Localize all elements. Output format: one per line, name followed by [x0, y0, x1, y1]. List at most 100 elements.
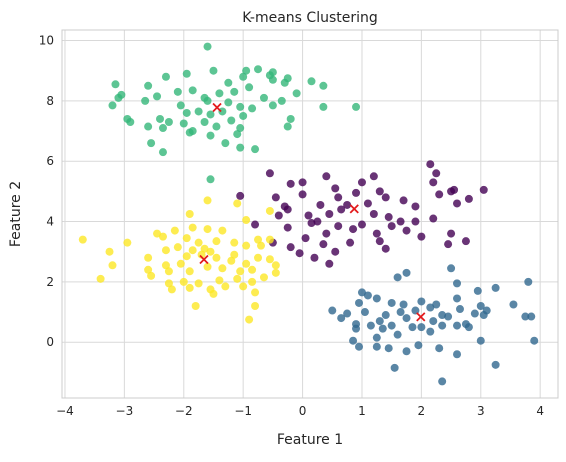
data-point — [236, 143, 245, 152]
data-point — [479, 311, 488, 320]
x-tick-label: 3 — [477, 404, 485, 418]
data-point — [461, 237, 470, 246]
data-point — [161, 246, 170, 255]
data-point — [372, 294, 381, 303]
data-point — [173, 87, 182, 96]
data-point — [209, 289, 218, 298]
data-point — [203, 196, 212, 205]
data-point — [352, 102, 361, 111]
data-point — [316, 200, 325, 209]
centroid-marker — [416, 312, 426, 322]
data-point — [265, 206, 274, 215]
tick-labels: −4 −3 −2 −1 0 1 2 3 4 0 2 4 6 8 10 — [39, 34, 544, 418]
data-point — [153, 229, 162, 238]
data-point — [447, 264, 456, 273]
y-tick-label: 2 — [46, 275, 54, 289]
y-tick-label: 6 — [46, 154, 54, 168]
data-point — [212, 253, 221, 262]
data-point — [105, 247, 114, 256]
data-point — [337, 314, 346, 323]
data-point — [194, 238, 203, 247]
data-point — [390, 363, 399, 372]
data-point — [108, 261, 117, 270]
data-point — [182, 108, 191, 117]
data-point — [259, 93, 268, 102]
data-point — [158, 232, 167, 241]
data-point — [212, 122, 221, 131]
data-point — [254, 235, 263, 244]
data-point — [355, 298, 364, 307]
data-point — [239, 111, 248, 120]
data-point — [265, 235, 274, 244]
data-point — [185, 283, 194, 292]
data-point — [408, 323, 417, 332]
data-point — [372, 342, 381, 351]
data-point — [230, 87, 239, 96]
data-point — [182, 69, 191, 78]
data-point — [161, 72, 170, 81]
data-point — [432, 300, 441, 309]
data-point — [259, 273, 268, 282]
data-point — [227, 256, 236, 265]
centroid-marker — [349, 204, 359, 214]
data-point — [530, 336, 539, 345]
data-point — [242, 241, 251, 250]
data-point — [334, 222, 343, 231]
data-point — [245, 83, 254, 92]
data-point — [319, 240, 328, 249]
data-point — [206, 110, 215, 119]
data-point — [227, 116, 236, 125]
data-point — [393, 330, 402, 339]
data-point — [331, 184, 340, 193]
data-point — [271, 268, 280, 277]
grid-lines — [62, 30, 558, 398]
data-point — [432, 169, 441, 178]
data-point — [256, 241, 265, 250]
data-point — [357, 178, 366, 187]
y-tick-label: 4 — [46, 215, 54, 229]
data-point — [283, 122, 292, 131]
data-point — [357, 288, 366, 297]
data-point — [473, 286, 482, 295]
data-point — [328, 306, 337, 315]
data-point — [78, 235, 87, 244]
data-point — [429, 214, 438, 223]
data-point — [292, 89, 301, 98]
data-point — [144, 81, 153, 90]
data-point — [242, 216, 251, 225]
y-tick-label: 0 — [46, 335, 54, 349]
data-point — [144, 265, 153, 274]
data-point — [453, 294, 462, 303]
x-tick-label: 4 — [536, 404, 544, 418]
data-point — [352, 188, 361, 197]
data-point — [185, 267, 194, 276]
data-point — [239, 282, 248, 291]
centroid-marker — [212, 102, 222, 113]
data-points — [78, 42, 539, 386]
data-point — [349, 336, 358, 345]
data-point — [402, 314, 411, 323]
data-point — [242, 259, 251, 268]
data-point — [411, 217, 420, 226]
data-point — [274, 211, 283, 220]
centroid-marker — [199, 254, 209, 265]
data-point — [236, 124, 245, 133]
data-point — [381, 244, 390, 253]
data-point — [509, 300, 518, 309]
data-point — [411, 202, 420, 211]
data-point — [126, 118, 135, 126]
data-point — [396, 308, 405, 317]
data-point — [381, 311, 390, 320]
data-point — [322, 172, 331, 181]
data-point — [176, 259, 185, 268]
data-point — [319, 102, 328, 111]
data-point — [491, 283, 500, 292]
data-point — [173, 243, 182, 252]
data-point — [230, 250, 239, 259]
data-point — [251, 288, 260, 297]
data-point — [402, 347, 411, 356]
data-point — [236, 267, 245, 276]
data-point — [426, 303, 435, 312]
data-point — [245, 315, 254, 324]
